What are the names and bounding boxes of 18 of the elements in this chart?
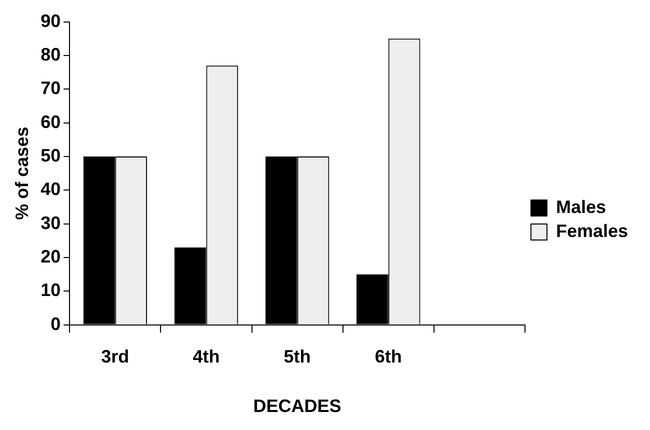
y-tick-label: 30 [40, 212, 61, 233]
y-axis-title: % of cases [12, 126, 32, 220]
y-tick-label: 40 [40, 179, 61, 200]
x-axis-title: DECADES [253, 396, 342, 416]
y-tick-label: 20 [40, 246, 61, 266]
legend-label: Males [556, 196, 606, 217]
x-tick-label: 5th [284, 346, 311, 367]
y-tick-label: 0 [50, 314, 61, 334]
x-tick-label: 3rd [101, 346, 130, 367]
y-tick-label: 60 [40, 112, 61, 132]
y-tick-label: 80 [40, 44, 61, 64]
x-tick-label: 4th [192, 346, 220, 367]
y-tick-label: 90 [40, 10, 61, 31]
legend-label: Females [556, 220, 628, 241]
y-tick-label: 10 [40, 280, 61, 300]
y-tick-label: 70 [40, 78, 61, 98]
y-tick-label: 50 [40, 145, 61, 166]
x-tick-label: 6th [374, 346, 402, 367]
